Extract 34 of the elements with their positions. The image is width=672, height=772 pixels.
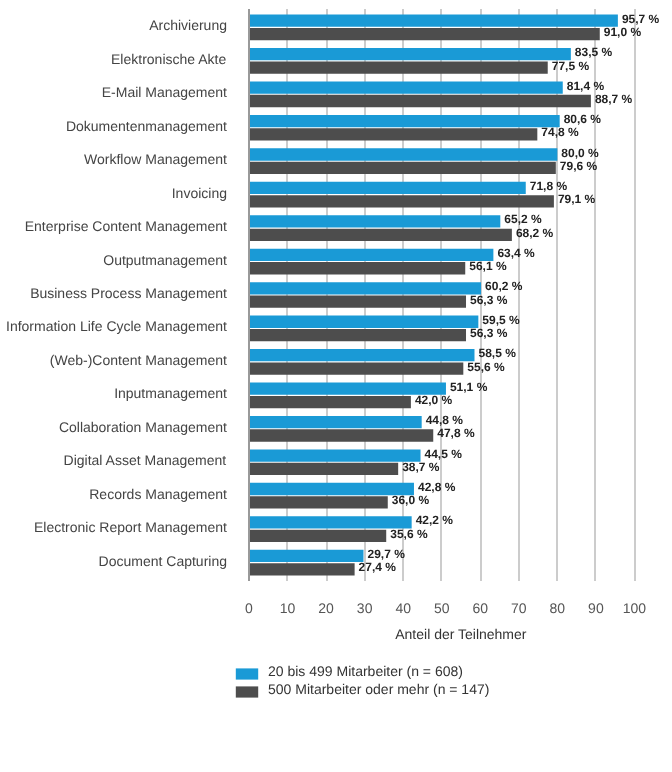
bar [249,482,414,496]
bar [249,395,411,409]
bar [249,282,482,295]
bar [249,114,560,128]
bar [249,362,464,375]
bar [249,429,434,442]
bar [249,228,512,241]
bar [249,496,388,509]
bar [249,94,591,108]
bar [249,349,475,362]
bar [249,328,467,342]
bar [249,81,563,94]
bar [249,516,412,529]
bar [249,262,466,275]
bar [249,248,494,262]
bar [249,48,571,61]
bar [249,148,558,161]
bar [249,161,556,175]
bar [249,27,600,41]
bar [249,295,467,308]
bar [249,529,387,542]
bar [249,181,526,195]
bar [249,449,421,462]
bar [249,415,422,429]
bar [249,128,538,141]
bar [249,14,618,27]
bar [249,462,399,476]
bar [249,549,364,563]
bar [249,563,355,576]
bar [249,382,446,395]
bar [249,315,479,328]
bar [249,195,554,208]
bar [249,61,548,74]
bar [249,215,501,228]
